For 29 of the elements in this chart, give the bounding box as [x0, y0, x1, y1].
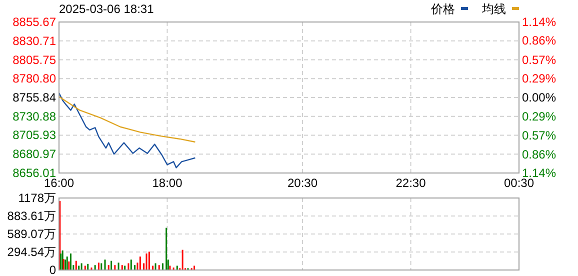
line-series	[58, 96, 196, 143]
y-tick-label: 8855.67	[12, 15, 56, 29]
chart-title: 2025-03-06 18:31	[59, 2, 154, 16]
y2-tick-label: 0.57%	[522, 128, 556, 142]
legend-label: 价格	[430, 2, 455, 16]
legend-label: 均线	[481, 2, 506, 16]
y2-tick-label: 0.57%	[522, 52, 556, 67]
y-tick-label: 589.07万	[7, 226, 56, 241]
y-tick-label: 8830.71	[12, 34, 56, 48]
y2-tick-label: 0.86%	[522, 147, 556, 162]
y-tick-label: 8680.97	[12, 147, 56, 162]
x-tick-label: 22:30	[396, 176, 426, 190]
x-tick-label: 20:30	[288, 176, 318, 190]
y2-tick-label: 0.86%	[522, 34, 556, 48]
y-tick-label: 8805.75	[12, 52, 56, 67]
y-tick-label: 8780.80	[12, 72, 56, 86]
y-tick-label: 8730.88	[12, 109, 56, 124]
y-tick-label: 883.61万	[7, 208, 56, 223]
y2-tick-label: 1.14%	[522, 15, 556, 29]
line-series	[58, 92, 196, 168]
y2-tick-label: 0.29%	[522, 71, 556, 86]
y-tick-label: 294.54万	[7, 245, 56, 259]
y-tick-label: 1178万	[18, 191, 56, 205]
y-tick-label: 0	[49, 263, 56, 276]
y-tick-label: 8755.84	[12, 90, 56, 104]
y-tick-label: 8705.93	[12, 128, 56, 142]
x-tick-label: 18:00	[152, 176, 183, 190]
y2-tick-label: 0.29%	[522, 110, 556, 124]
y2-tick-label: 0.00%	[522, 90, 556, 104]
